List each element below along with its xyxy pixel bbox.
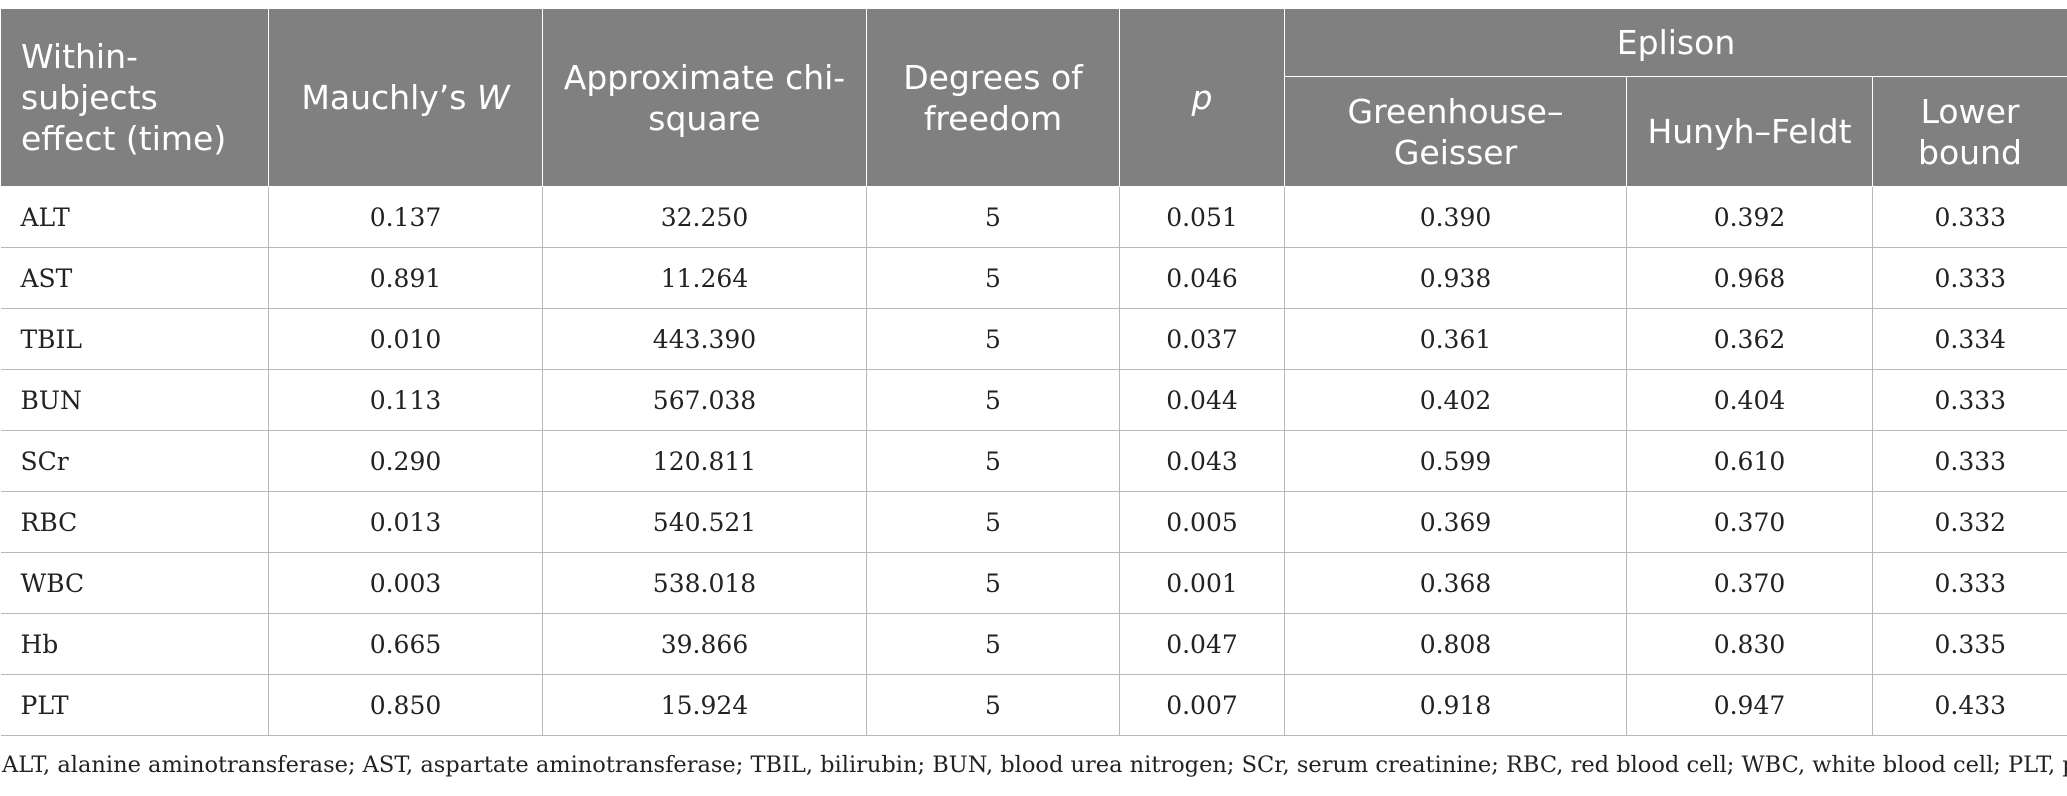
- cell-lower-bound: 0.333: [1871, 247, 2067, 309]
- cell-greenhouse-geisser: 0.390: [1284, 186, 1627, 248]
- cell-effect: AST: [0, 247, 269, 309]
- table-row: BUN 0.113 567.038 5 0.044 0.402 0.404 0.333: [0, 369, 2067, 431]
- cell-effect: PLT: [0, 674, 269, 736]
- cell-huynh-feldt: 0.370: [1626, 491, 1873, 553]
- cell-degrees-of-freedom: 5: [866, 613, 1120, 675]
- cell-lower-bound: 0.433: [1871, 674, 2067, 736]
- cell-effect: Hb: [0, 613, 269, 675]
- cell-greenhouse-geisser: 0.599: [1284, 430, 1627, 492]
- cell-mauchly-w: 0.891: [268, 247, 543, 309]
- cell-p-value: 0.007: [1119, 674, 1285, 736]
- cell-mauchly-w: 0.113: [268, 369, 543, 431]
- cell-degrees-of-freedom: 5: [866, 430, 1120, 492]
- cell-degrees-of-freedom: 5: [866, 247, 1120, 309]
- cell-huynh-feldt: 0.830: [1626, 613, 1873, 675]
- cell-mauchly-w: 0.665: [268, 613, 543, 675]
- table-row: ALT 0.137 32.250 5 0.051 0.390 0.392 0.333: [0, 186, 2067, 248]
- cell-huynh-feldt: 0.968: [1626, 247, 1873, 309]
- table-row: PLT 0.850 15.924 5 0.007 0.918 0.947 0.433: [0, 674, 2067, 736]
- cell-huynh-feldt: 0.947: [1626, 674, 1873, 736]
- table-row: AST 0.891 11.264 5 0.046 0.938 0.968 0.333: [0, 247, 2067, 309]
- cell-chi-square: 443.390: [542, 308, 867, 370]
- cell-huynh-feldt: 0.392: [1626, 186, 1873, 248]
- header-effect: Within-subjects effect (time): [0, 9, 269, 187]
- cell-chi-square: 540.521: [542, 491, 867, 553]
- cell-effect: ALT: [0, 186, 269, 248]
- cell-mauchly-w: 0.137: [268, 186, 543, 248]
- cell-degrees-of-freedom: 5: [866, 369, 1120, 431]
- header-mauchly-w: Mauchly’s W: [268, 9, 543, 187]
- cell-greenhouse-geisser: 0.808: [1284, 613, 1627, 675]
- table-body: ALT 0.137 32.250 5 0.051 0.390 0.392 0.333 AST 0.…: [0, 186, 2067, 736]
- cell-chi-square: 15.924: [542, 674, 867, 736]
- cell-mauchly-w: 0.013: [268, 491, 543, 553]
- header-epsilon-group: Eplison: [1283, 9, 2067, 78]
- cell-p-value: 0.047: [1119, 613, 1285, 675]
- cell-degrees-of-freedom: 5: [866, 186, 1120, 248]
- cell-chi-square: 32.250: [542, 186, 867, 248]
- cell-greenhouse-geisser: 0.402: [1284, 369, 1627, 431]
- cell-p-value: 0.043: [1119, 430, 1285, 492]
- cell-effect: WBC: [0, 552, 269, 614]
- table-row: RBC 0.013 540.521 5 0.005 0.369 0.370 0.332: [0, 491, 2067, 553]
- table-row: SCr 0.290 120.811 5 0.043 0.599 0.610 0.333: [0, 430, 2067, 492]
- cell-mauchly-w: 0.010: [268, 308, 543, 370]
- header-huynh-feldt: Hunyh–Feldt: [1626, 76, 1873, 187]
- table-footnote: ALT, alanine aminotransferase; AST, aspa…: [2, 752, 2067, 778]
- cell-mauchly-w: 0.290: [268, 430, 543, 492]
- cell-greenhouse-geisser: 0.918: [1284, 674, 1627, 736]
- cell-greenhouse-geisser: 0.368: [1284, 552, 1627, 614]
- cell-huynh-feldt: 0.610: [1626, 430, 1873, 492]
- cell-p-value: 0.044: [1119, 369, 1285, 431]
- cell-effect: RBC: [0, 491, 269, 553]
- cell-huynh-feldt: 0.404: [1626, 369, 1873, 431]
- cell-effect: TBIL: [0, 308, 269, 370]
- cell-huynh-feldt: 0.370: [1626, 552, 1873, 614]
- cell-chi-square: 39.866: [542, 613, 867, 675]
- cell-chi-square: 538.018: [542, 552, 867, 614]
- table-header: Within-subjects effect (time) Mauchly’s …: [0, 9, 2067, 187]
- cell-greenhouse-geisser: 0.369: [1284, 491, 1627, 553]
- sphericity-table: Within-subjects effect (time) Mauchly’s …: [0, 9, 2067, 736]
- cell-chi-square: 567.038: [542, 369, 867, 431]
- header-greenhouse-geisser: Greenhouse–Geisser: [1284, 76, 1627, 187]
- cell-lower-bound: 0.334: [1871, 308, 2067, 370]
- header-mauchly-var: W: [476, 78, 510, 117]
- cell-lower-bound: 0.333: [1871, 369, 2067, 431]
- sphericity-table-container: Within-subjects effect (time) Mauchly’s …: [0, 9, 2067, 736]
- cell-lower-bound: 0.333: [1871, 552, 2067, 614]
- cell-degrees-of-freedom: 5: [866, 491, 1120, 553]
- cell-degrees-of-freedom: 5: [866, 308, 1120, 370]
- header-lower-bound: Lower bound: [1871, 76, 2067, 187]
- cell-p-value: 0.005: [1119, 491, 1285, 553]
- header-p-value: p: [1119, 9, 1285, 187]
- cell-mauchly-w: 0.003: [268, 552, 543, 614]
- cell-lower-bound: 0.332: [1871, 491, 2067, 553]
- cell-degrees-of-freedom: 5: [866, 674, 1120, 736]
- header-chi-square: Approximate chi-square: [542, 9, 867, 187]
- table-row: TBIL 0.010 443.390 5 0.037 0.361 0.362 0.334: [0, 308, 2067, 370]
- cell-degrees-of-freedom: 5: [866, 552, 1120, 614]
- cell-effect: SCr: [0, 430, 269, 492]
- cell-huynh-feldt: 0.362: [1626, 308, 1873, 370]
- cell-effect: BUN: [0, 369, 269, 431]
- cell-greenhouse-geisser: 0.361: [1284, 308, 1627, 370]
- cell-lower-bound: 0.333: [1871, 186, 2067, 248]
- cell-lower-bound: 0.335: [1871, 613, 2067, 675]
- cell-chi-square: 11.264: [542, 247, 867, 309]
- cell-mauchly-w: 0.850: [268, 674, 543, 736]
- header-degrees-of-freedom: Degrees of freedom: [866, 9, 1120, 187]
- cell-greenhouse-geisser: 0.938: [1284, 247, 1627, 309]
- table-row: Hb 0.665 39.866 5 0.047 0.808 0.830 0.335: [0, 613, 2067, 675]
- table-row: WBC 0.003 538.018 5 0.001 0.368 0.370 0.333: [0, 552, 2067, 614]
- header-mauchly-prefix: Mauchly’s: [301, 78, 477, 117]
- cell-p-value: 0.051: [1119, 186, 1285, 248]
- cell-chi-square: 120.811: [542, 430, 867, 492]
- cell-p-value: 0.001: [1119, 552, 1285, 614]
- cell-p-value: 0.046: [1119, 247, 1285, 309]
- cell-lower-bound: 0.333: [1871, 430, 2067, 492]
- cell-p-value: 0.037: [1119, 308, 1285, 370]
